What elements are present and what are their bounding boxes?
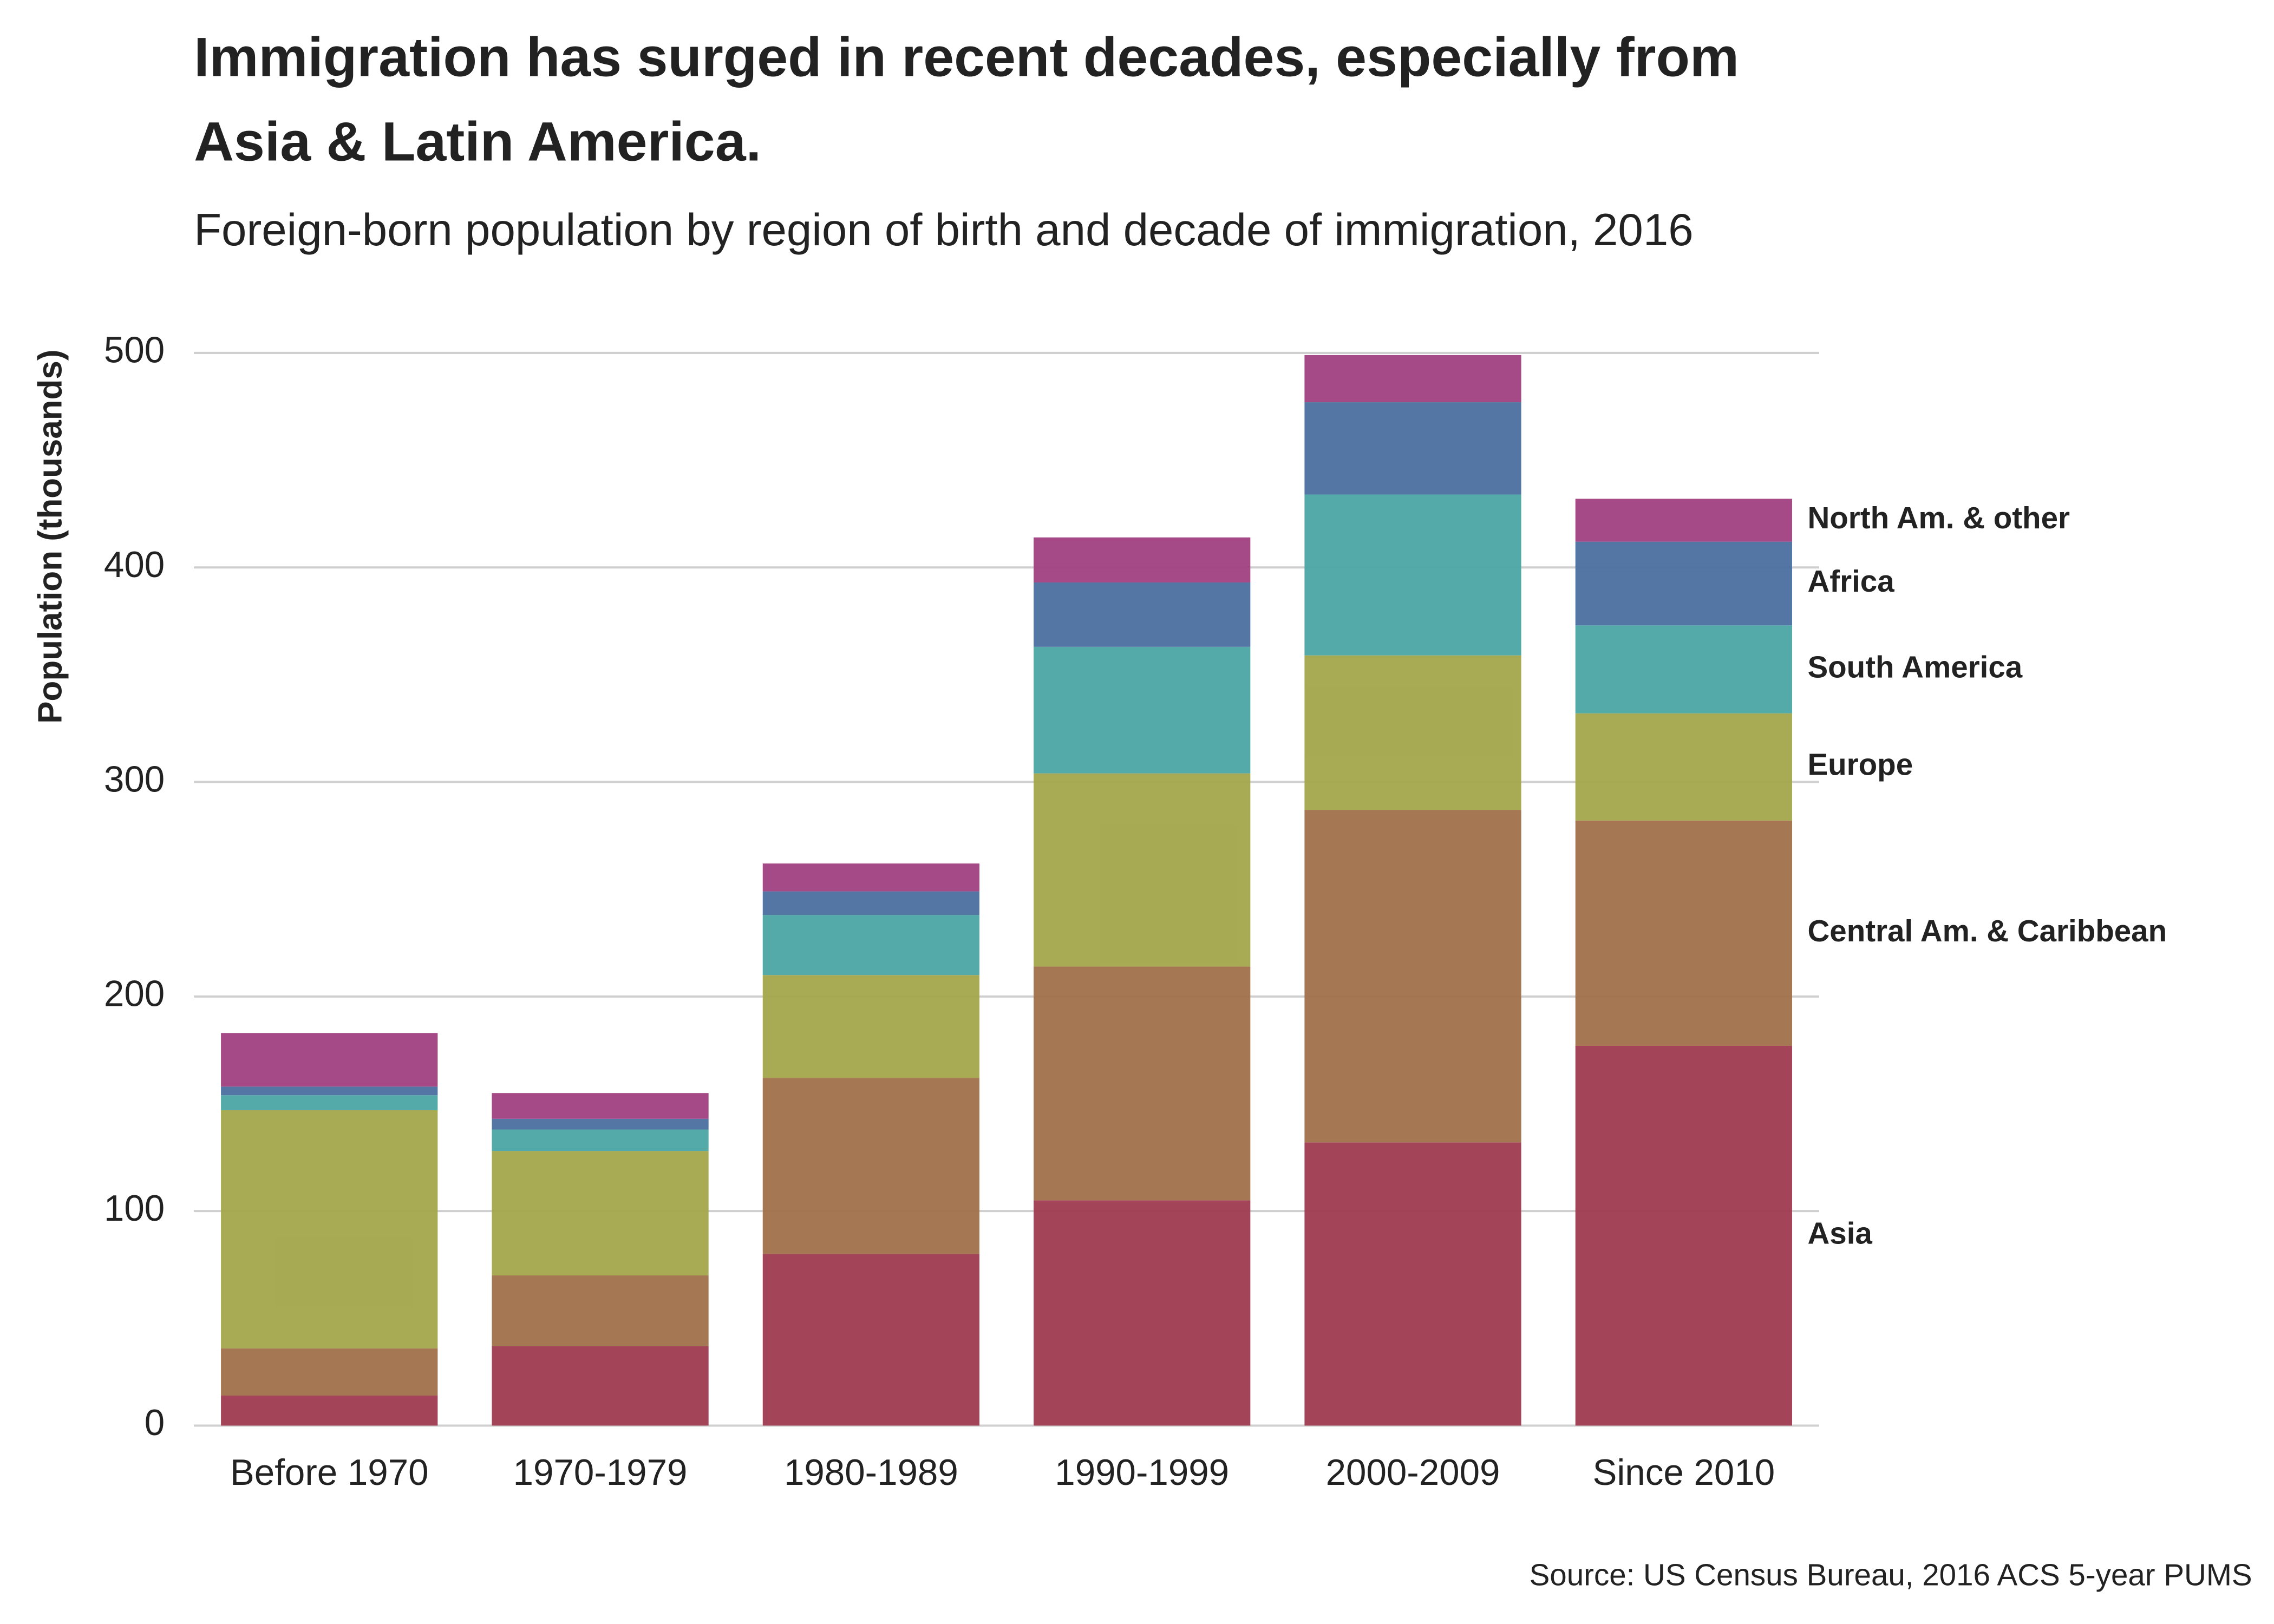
chart-subtitle: Foreign-born population by region of bir…: [194, 204, 1694, 255]
bar-segment: [1034, 1200, 1251, 1426]
series-label: North Am. & other: [1807, 501, 2070, 535]
bar-segment: [762, 975, 980, 1078]
bar-segment: [1575, 499, 1792, 542]
bar-segment: [1575, 1045, 1792, 1426]
bar-segment: [1034, 966, 1251, 1201]
bar-segment: [762, 1254, 980, 1426]
bar-segment: [492, 1129, 709, 1151]
y-tick-label: 100: [104, 1188, 165, 1229]
bar-segment: [762, 863, 980, 892]
x-tick-label: Before 1970: [230, 1452, 429, 1493]
bar-segment: [1304, 494, 1521, 656]
bar-segment: [1034, 582, 1251, 647]
x-tick-label: 1990-1999: [1055, 1452, 1229, 1493]
bar-segment: [221, 1095, 438, 1110]
y-tick-label: 500: [104, 330, 165, 371]
x-tick-label: Since 2010: [1592, 1452, 1775, 1493]
bar-segment: [1034, 537, 1251, 582]
bar-segment: [221, 1086, 438, 1096]
source-note: Source: US Census Bureau, 2016 ACS 5-yea…: [1530, 1557, 2252, 1592]
bar-segment: [221, 1395, 438, 1426]
bar-segment: [492, 1118, 709, 1130]
bar-segment: [1575, 541, 1792, 626]
bar-segment: [221, 1110, 438, 1348]
y-axis-label: Population (thousands): [31, 350, 69, 724]
x-tick-label: 1970-1979: [513, 1452, 688, 1493]
bar-segment: [1575, 820, 1792, 1046]
bar-segment: [492, 1093, 709, 1119]
bar-segment: [762, 891, 980, 915]
bar-segment: [1034, 646, 1251, 774]
bar-segment: [762, 915, 980, 975]
bar-segment: [492, 1275, 709, 1346]
series-label: Central Am. & Caribbean: [1807, 914, 2167, 948]
bar-segment: [221, 1348, 438, 1396]
bar-segment: [492, 1346, 709, 1426]
bar-segment: [1304, 1142, 1521, 1426]
bar-segment: [1304, 355, 1521, 403]
series-label: Africa: [1807, 564, 1894, 598]
chart-title: Immigration has surged in recent decades…: [194, 25, 1739, 88]
bar-segment: [1304, 810, 1521, 1143]
x-tick-label: 2000-2009: [1326, 1452, 1500, 1493]
bar-segment: [1304, 402, 1521, 495]
bar-segment: [762, 1078, 980, 1254]
chart-title: Asia & Latin America.: [194, 110, 761, 173]
y-tick-label: 300: [104, 759, 165, 800]
series-label: Europe: [1807, 748, 1913, 782]
y-tick-label: 200: [104, 974, 165, 1014]
y-tick-label: 400: [104, 545, 165, 585]
x-tick-label: 1980-1989: [784, 1452, 958, 1493]
bar-segment: [1575, 713, 1792, 821]
y-tick-label: 0: [145, 1403, 165, 1443]
bar-segment: [492, 1151, 709, 1276]
series-label: South America: [1807, 650, 2022, 684]
bar-segment: [1575, 625, 1792, 713]
series-label: Asia: [1807, 1216, 1872, 1250]
bar-segment: [221, 1033, 438, 1087]
bar-segment: [1034, 773, 1251, 967]
bar-segment: [1304, 655, 1521, 810]
